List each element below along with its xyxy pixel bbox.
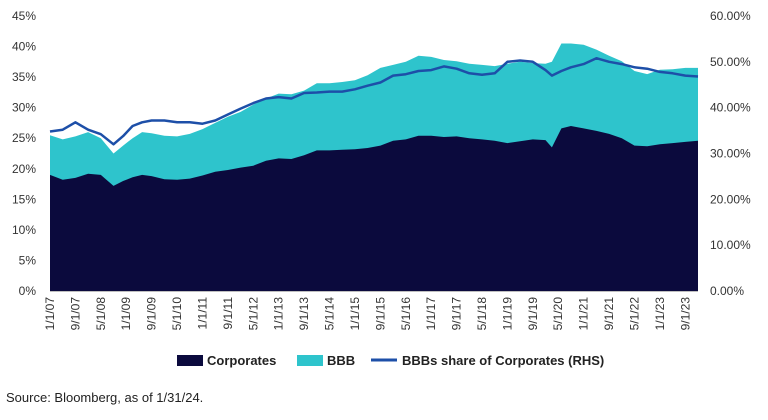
y-left-tick-label: 5% [19, 253, 37, 267]
x-tick-label: 9/1/17 [450, 297, 464, 331]
x-tick-label: 9/1/09 [145, 297, 159, 331]
x-tick-label: 9/1/13 [297, 297, 311, 331]
x-tick-label: 1/1/13 [272, 297, 286, 331]
x-tick-label: 1/1/17 [424, 297, 438, 331]
series-area-corporates [50, 126, 698, 291]
y-left-tick-label: 25% [12, 131, 36, 145]
legend-label-bbb: BBB [327, 353, 355, 368]
legend-swatch-bbb [297, 355, 323, 366]
x-tick-label: 5/1/20 [551, 297, 565, 331]
left-y-axis: 0% 5% 10% 15% 20% 25% 30% 35% 40% 45% [12, 9, 36, 298]
source-note: Source: Bloomberg, as of 1/31/24. [6, 390, 204, 405]
legend-label-bbb-share: BBBs share of Corporates (RHS) [402, 353, 604, 368]
y-right-tick-label: 60.00% [710, 9, 751, 23]
x-tick-label: 9/1/21 [602, 297, 616, 331]
y-left-tick-label: 40% [12, 40, 36, 54]
legend-label-corporates: Corporates [207, 353, 276, 368]
x-tick-label: 9/1/07 [68, 297, 82, 331]
x-tick-label: 1/1/23 [653, 297, 667, 331]
y-left-tick-label: 30% [12, 101, 36, 115]
series-line-bbb-share [49, 56, 699, 146]
y-right-tick-label: 10.00% [710, 238, 751, 252]
y-left-tick-label: 45% [12, 9, 36, 23]
x-tick-label: 9/1/15 [373, 297, 387, 331]
x-tick-label: 5/1/12 [246, 297, 260, 331]
x-tick-label: 5/1/16 [399, 297, 413, 331]
y-left-tick-label: 10% [12, 223, 36, 237]
y-right-tick-label: 30.00% [710, 147, 751, 161]
x-tick-label: 1/1/21 [577, 297, 591, 331]
y-right-tick-label: 40.00% [710, 101, 751, 115]
y-left-tick-label: 0% [19, 284, 37, 298]
x-tick-label: 5/1/10 [170, 297, 184, 331]
x-tick-label: 1/1/11 [196, 297, 210, 330]
x-tick-label: 1/1/15 [348, 297, 362, 331]
right-y-axis: 0.00% 10.00% 20.00% 30.00% 40.00% 50.00% 60.00… [710, 9, 751, 298]
y-right-tick-label: 50.00% [710, 55, 751, 69]
x-tick-label: 1/1/09 [119, 297, 133, 331]
y-left-tick-label: 20% [12, 162, 36, 176]
x-tick-label: 9/1/23 [678, 297, 692, 331]
x-tick-label: 5/1/18 [475, 297, 489, 331]
legend: Corporates BBB BBBs share of Corporates … [177, 353, 604, 368]
x-tick-label: 5/1/14 [323, 297, 337, 331]
legend-swatch-corporates [177, 355, 203, 366]
x-tick-label: 1/1/07 [43, 297, 57, 331]
x-tick-label: 5/1/22 [628, 297, 642, 331]
x-axis: 1/1/07 9/1/07 5/1/08 1/1/09 9/1/09 5/1/10 1/1/… [43, 291, 698, 331]
x-tick-label: 5/1/08 [94, 297, 108, 331]
y-left-tick-label: 15% [12, 192, 36, 206]
x-tick-label: 9/1/19 [526, 297, 540, 331]
y-right-tick-label: 0.00% [710, 284, 744, 298]
x-tick-label: 1/1/19 [500, 297, 514, 331]
plot-area [49, 43, 699, 291]
x-tick-label: 9/1/11 [221, 297, 235, 330]
y-right-tick-label: 20.00% [710, 192, 751, 206]
y-left-tick-label: 35% [12, 70, 36, 84]
